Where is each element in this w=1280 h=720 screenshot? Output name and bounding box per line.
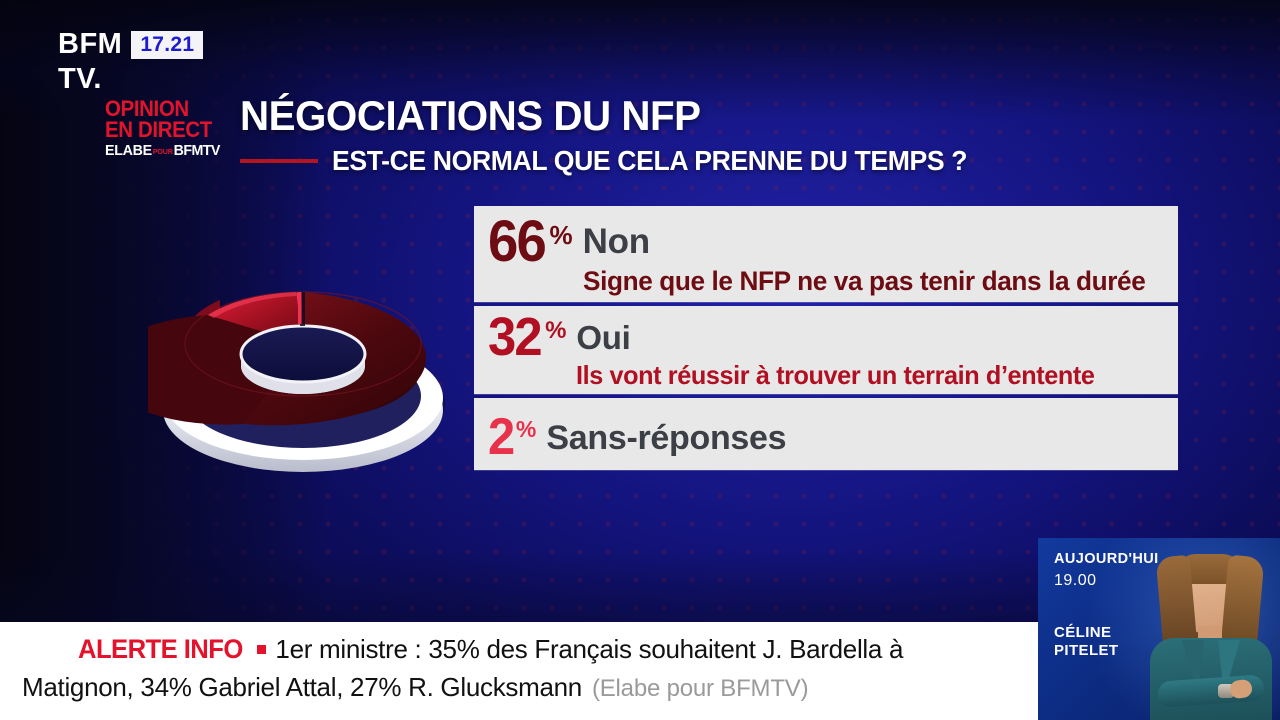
clock-badge: 17.21: [131, 30, 204, 59]
table-row: 66 % Non Signe que le NFP ne va pas teni…: [474, 206, 1178, 302]
breaking-news-line2: Matignon, 34% Gabriel Attal, 27% R. Gluc…: [22, 674, 1038, 701]
headline-rule: [240, 159, 318, 163]
donut-chart-svg: [148, 291, 445, 472]
poll-label: Non: [582, 222, 650, 261]
promo-day: AUJOURD'HUI: [1054, 551, 1159, 567]
poll-label: Oui: [576, 319, 631, 356]
promo-presenter-name: CÉLINE PITELET: [1054, 624, 1118, 661]
poll-value: 32: [488, 307, 543, 367]
channel-logo: BFM 17.21 TV.: [58, 28, 204, 95]
breaking-news-text-line1: 1er ministre : 35% des Français souhaite…: [275, 634, 904, 664]
poll-results-panel: 66 % Non Signe que le NFP ne va pas teni…: [474, 206, 1178, 474]
background-top-vignette: [0, 0, 1280, 120]
donut-chart: [148, 238, 458, 483]
promo-time: 19.00: [1054, 571, 1097, 589]
poll-text-block: Sans-réponses: [546, 421, 786, 455]
breaking-news-source: (Elabe pour BFMTV): [591, 675, 809, 702]
poll-value: 2: [488, 408, 515, 467]
credit-preposition: POUR: [152, 147, 173, 157]
page-title: NÉGOCIATIONS DU NFP: [240, 92, 701, 139]
credit-institute: ELABE: [105, 142, 152, 160]
status-badge: ALERTE INFO: [78, 634, 243, 664]
headline-block: NÉGOCIATIONS DU NFP EST-CE NORMAL QUE CE…: [240, 95, 1001, 175]
poll-detail: Signe que le NFP ne va pas tenir dans la…: [582, 266, 1146, 296]
credit-channel: BFMTV: [173, 142, 221, 160]
program-badge-line1: OPINION: [105, 96, 189, 121]
table-row: 2 % Sans-réponses: [474, 398, 1178, 470]
poll-detail: Ils vont réussir à trouver un terrain d’…: [576, 360, 1095, 390]
square-bullet-icon: [257, 645, 267, 654]
poll-value-wrap: 32 %: [488, 307, 567, 367]
poll-text-block: Non Signe que le NFP ne va pas tenir dan…: [583, 216, 1163, 295]
poll-value-wrap: 66 %: [488, 209, 573, 274]
headline-subtitle-row: EST-CE NORMAL QUE CELA PRENNE DU TEMPS ?: [240, 147, 1001, 175]
percent-sign-icon: %: [549, 220, 573, 250]
percent-sign-icon: %: [515, 416, 537, 443]
breaking-news-line1: ALERTE INFO 1er ministre : 35% des Franç…: [78, 636, 1038, 663]
promo-schedule: AUJOURD'HUI 19.00: [1054, 552, 1159, 589]
presenter-first-name: CÉLINE: [1054, 624, 1112, 641]
breaking-news-text-line2: Matignon, 34% Gabriel Attal, 27% R. Gluc…: [22, 672, 582, 702]
presenter-last-name: PITELET: [1054, 642, 1119, 660]
program-badge-line2: EN DIRECT: [105, 117, 212, 143]
poll-label: Sans-réponses: [546, 419, 787, 457]
percent-sign-icon: %: [545, 317, 567, 344]
breaking-news-banner: ALERTE INFO 1er ministre : 35% des Franç…: [0, 622, 1038, 720]
table-row: 32 % Oui Ils vont réussir à trouver un t…: [474, 306, 1178, 394]
presenter-photo: [1134, 538, 1280, 720]
poll-value-wrap: 2 %: [488, 408, 537, 467]
program-badge-credit: ELABE POUR BFMTV: [105, 143, 233, 158]
channel-logo-top-row: BFM 17.21: [58, 28, 204, 60]
headline-subtitle: EST-CE NORMAL QUE CELA PRENNE DU TEMPS ?: [332, 145, 968, 176]
channel-logo-bfm: BFM: [58, 28, 123, 60]
upcoming-program-card[interactable]: AUJOURD'HUI 19.00 CÉLINE PITELET: [1038, 538, 1280, 720]
program-badge: OPINION EN DIRECT ELABE POUR BFMTV: [105, 96, 240, 158]
channel-logo-tv: TV.: [58, 63, 102, 95]
poll-text-block: Oui Ils vont réussir à trouver un terrai…: [576, 314, 1111, 388]
poll-value: 66: [488, 209, 547, 274]
